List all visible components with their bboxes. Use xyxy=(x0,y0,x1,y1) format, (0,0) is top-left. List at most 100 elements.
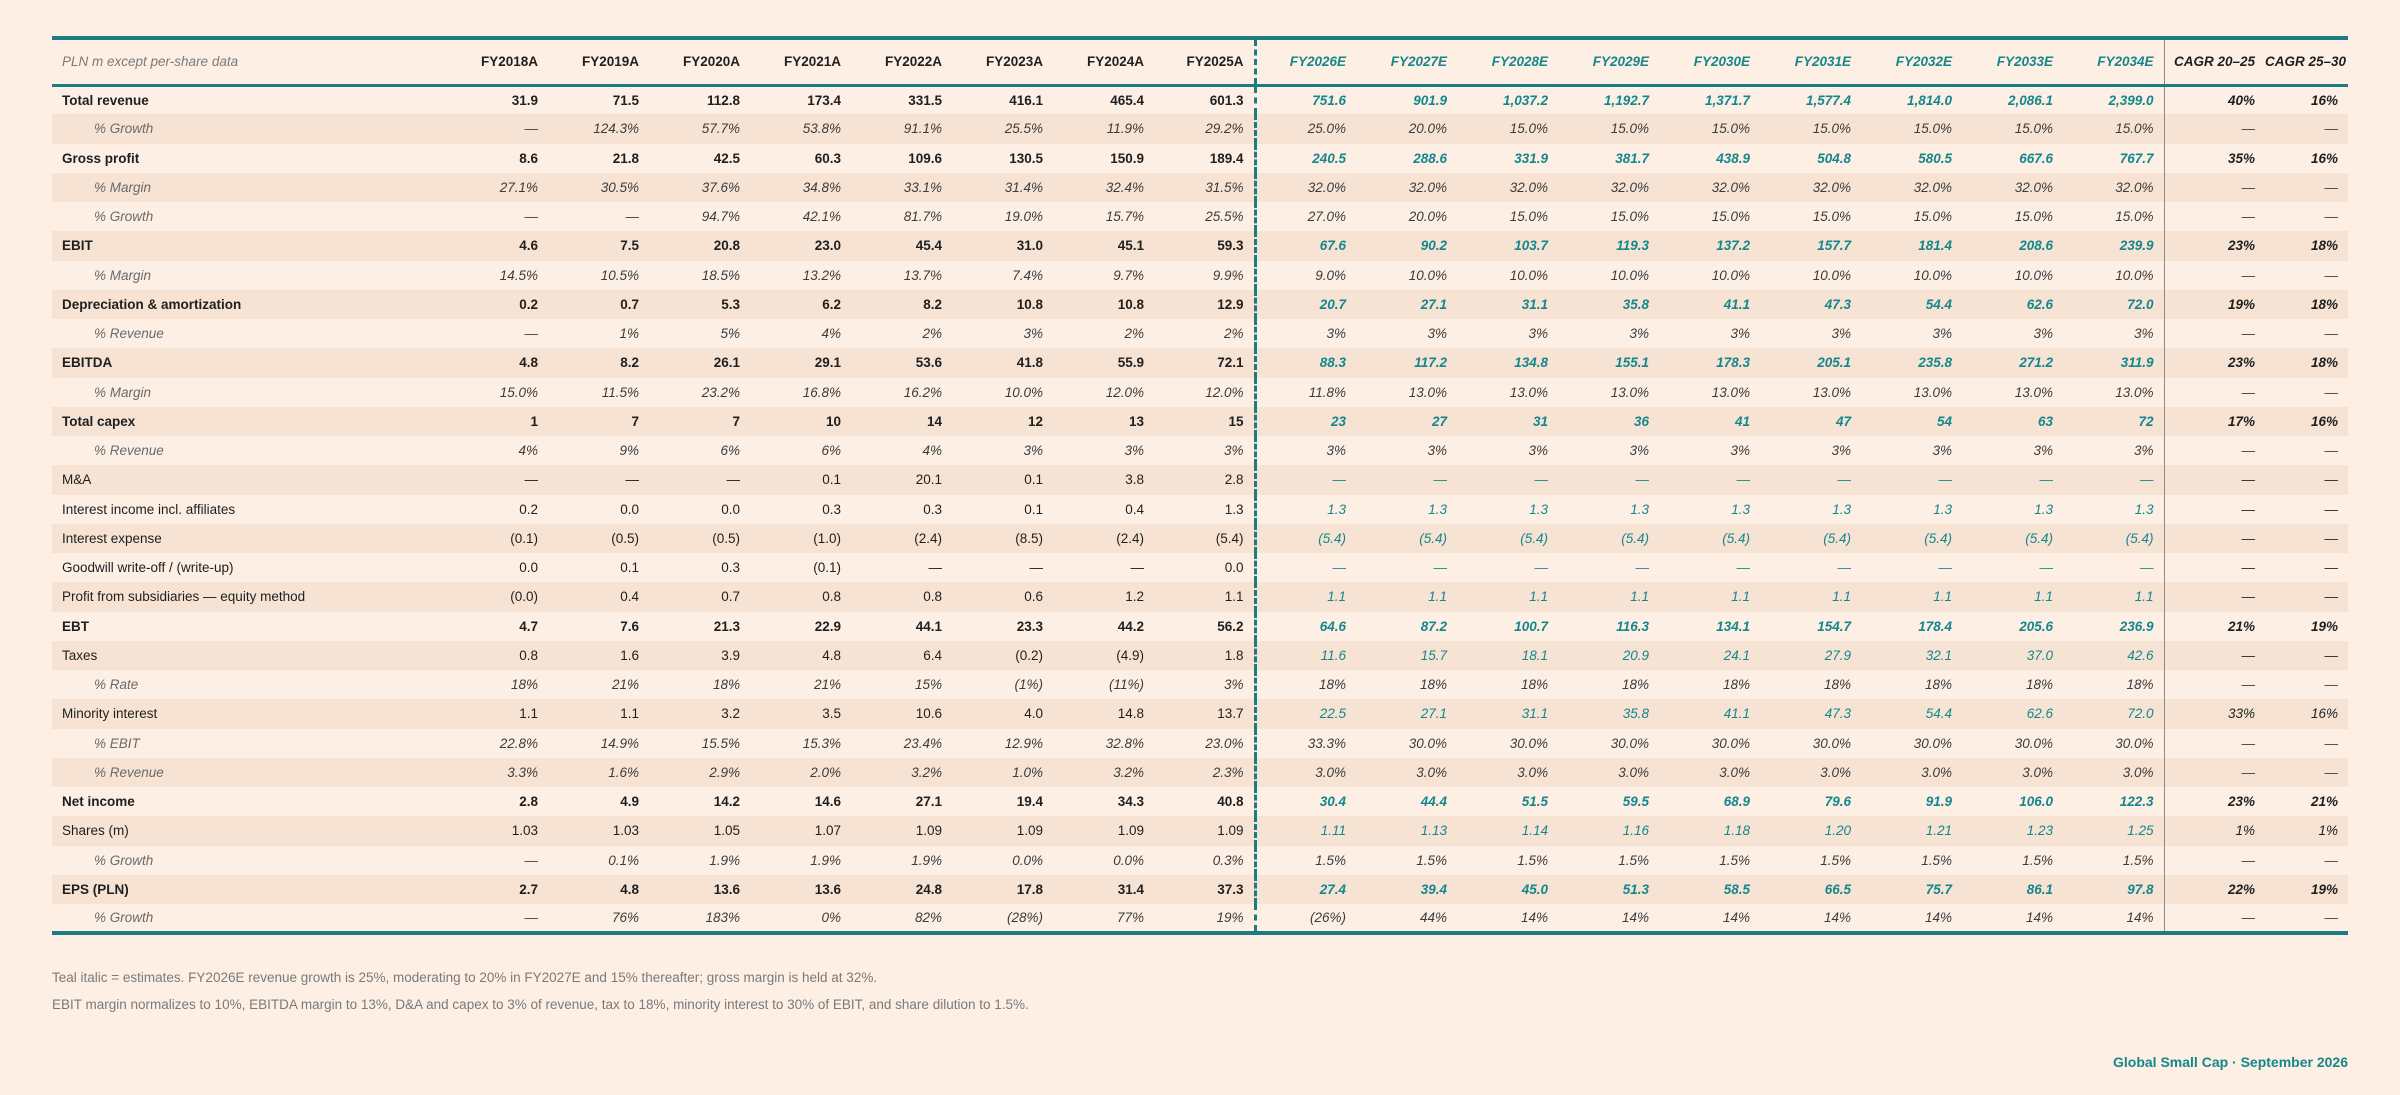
table-cell: 15.3% xyxy=(802,735,841,751)
table-cell: 3% xyxy=(1528,326,1548,342)
row-label: % Revenue xyxy=(94,326,164,342)
table-cell: 3% xyxy=(2063,319,2165,349)
table-cell: 18% xyxy=(1722,677,1750,693)
table-cell: 72.1 xyxy=(1154,348,1257,378)
table-cell: 45.0 xyxy=(1457,874,1558,904)
table-cell: 311.9 xyxy=(2063,348,2165,378)
table-cell: 767.7 xyxy=(2063,143,2165,173)
table-cell: 72.0 xyxy=(2063,289,2165,319)
table-cell: 1.9% xyxy=(911,852,942,868)
table-cell: 44% xyxy=(1356,904,1457,936)
table-cell: 33.1% xyxy=(851,172,952,202)
table-cell: 14% xyxy=(1861,904,1962,936)
table-cell: 3% xyxy=(1730,443,1750,459)
table-cell: (5.4) xyxy=(1861,523,1962,553)
column-header: FY2032E xyxy=(1861,36,1962,87)
table-cell: 1,192.7 xyxy=(1603,92,1649,108)
table-cell: 13.0% xyxy=(2014,384,2053,400)
table-cell: 54.4 xyxy=(1861,699,1962,729)
table-cell: 15.0% xyxy=(2014,209,2053,225)
table-cell: (5.4) xyxy=(1356,523,1457,553)
table-cell: — xyxy=(2265,172,2348,202)
table-cell: 580.5 xyxy=(1918,150,1952,166)
table-cell: 1,814.0 xyxy=(1906,92,1952,108)
table-cell: 10 xyxy=(750,406,851,436)
table-cell: 3.0% xyxy=(1356,757,1457,787)
table-cell: 15.0% xyxy=(2063,114,2165,144)
table-cell: 15.0% xyxy=(1457,114,1558,144)
column-header: FY2034E xyxy=(2063,36,2165,87)
table-cell: 15 xyxy=(1154,406,1257,436)
table-cell: 60.3 xyxy=(814,150,841,166)
table-cell: 23% xyxy=(2227,794,2255,810)
table-cell: 124.3% xyxy=(548,114,649,144)
table-cell: — xyxy=(447,904,548,936)
table-cell: 31 xyxy=(1457,406,1558,436)
table-cell: 1.5% xyxy=(1820,852,1851,868)
table-cell: 4.8 xyxy=(750,640,851,670)
table-cell: 39.4 xyxy=(1356,874,1457,904)
row-label: Taxes xyxy=(52,640,447,670)
table-cell: 137.2 xyxy=(1659,231,1760,261)
table-cell: 27.9 xyxy=(1760,640,1861,670)
table-cell: 0.0% xyxy=(1012,852,1043,868)
table-cell: 1.3 xyxy=(2034,501,2053,517)
row-label: Interest expense xyxy=(52,523,447,553)
table-cell: 54 xyxy=(1861,406,1962,436)
table-cell: 72 xyxy=(2063,406,2165,436)
table-row: Minority interest 1.1 1.1 3.2 3.5 10.6 4.0 14.8… xyxy=(52,699,2348,729)
table-cell: 11.5% xyxy=(601,384,639,400)
table-cell: 30.5% xyxy=(548,172,649,202)
table-cell: 67.6 xyxy=(1255,231,1356,261)
table-cell: 18% xyxy=(1621,677,1649,693)
table-cell: 62.6 xyxy=(1962,699,2063,729)
row-label: % Margin xyxy=(52,172,447,202)
table-cell: 23% xyxy=(2164,231,2265,261)
table-cell: 6.4 xyxy=(851,640,952,670)
table-cell: 27.1 xyxy=(915,794,942,810)
column-header: FY2020A xyxy=(649,36,750,87)
table-cell: — xyxy=(649,465,750,495)
table-cell: 16.2% xyxy=(903,384,942,400)
table-cell: 9% xyxy=(619,443,639,459)
table-cell: — xyxy=(2265,904,2348,936)
table-cell: 23.2% xyxy=(701,384,740,400)
table-cell: 331.5 xyxy=(908,92,942,108)
column-header: FY2025A xyxy=(1154,36,1257,87)
table-cell: (5.4) xyxy=(1154,523,1257,553)
table-cell: 53.8% xyxy=(750,114,851,144)
table-cell: 130.5 xyxy=(1009,150,1043,166)
table-cell: 40.8 xyxy=(1154,787,1257,817)
table-cell: 154.7 xyxy=(1817,618,1851,634)
table-cell: 1.3 xyxy=(2063,494,2165,524)
table-cell: 14.2 xyxy=(713,794,740,810)
table-cell: 189.4 xyxy=(1154,143,1257,173)
table-cell: 2,086.1 xyxy=(2007,92,2053,108)
table-cell: 1.1 xyxy=(1154,582,1257,612)
table-cell: 94.7% xyxy=(701,209,740,225)
table-cell: — xyxy=(2164,523,2265,553)
table-cell: 41.1 xyxy=(1659,699,1760,729)
table-cell: 76% xyxy=(548,904,649,936)
table-cell: 155.1 xyxy=(1558,348,1659,378)
table-cell: 25.0% xyxy=(1255,114,1356,144)
financial-table: PLN m except per-share data FY2018A FY201… xyxy=(52,36,2348,936)
table-cell: (2.4) xyxy=(851,523,952,553)
table-cell: 6% xyxy=(821,443,841,459)
table-cell: — xyxy=(1433,560,1448,576)
table-cell: 3.0% xyxy=(2063,757,2165,787)
row-label: % EBIT xyxy=(94,735,140,751)
table-cell: — xyxy=(2324,384,2339,400)
table-cell: 30.0% xyxy=(1711,735,1750,751)
table-cell: 30.0% xyxy=(1812,735,1851,751)
table-cell: 18% xyxy=(1924,677,1952,693)
table-cell: (5.4) xyxy=(1457,523,1558,553)
table-row: % Revenue 3.3% 1.6% 2.9% 2.0% 3.2% 1.0% 3.2% 2.3… xyxy=(52,757,2348,787)
table-cell: — xyxy=(2164,757,2265,787)
table-cell: 0.4 xyxy=(548,582,649,612)
table-cell: 0.6 xyxy=(952,582,1053,612)
table-cell: 3.0% xyxy=(1962,757,2063,787)
table-cell: — xyxy=(2265,640,2348,670)
table-cell: 0.0 xyxy=(620,501,639,517)
table-cell: (0.1) xyxy=(447,523,548,553)
